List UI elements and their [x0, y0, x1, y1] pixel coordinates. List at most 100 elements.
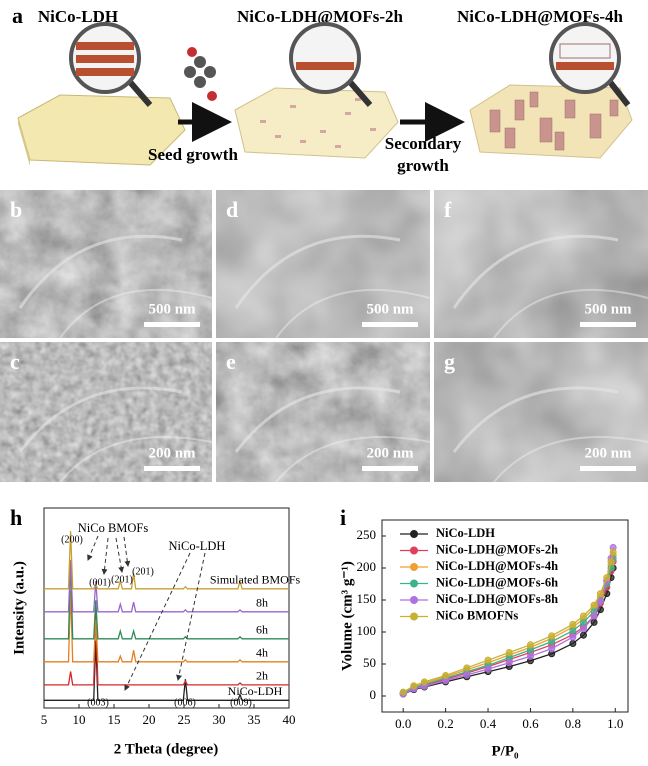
- sem-image: [216, 190, 430, 338]
- data-point: [569, 640, 577, 648]
- annotation-arrow: [101, 537, 109, 575]
- stage-title: NiCo-LDH@MOFs-4h: [457, 7, 624, 26]
- flake-edge: [234, 386, 401, 453]
- sem-image: [0, 342, 212, 482]
- data-point: [420, 678, 428, 686]
- y-tick-label: 200: [357, 559, 377, 574]
- series-line: [44, 611, 289, 686]
- linker-molecule: [184, 47, 217, 101]
- chart: h 2 Theta (degree) Intensity (a.u.) 5 10 15 20…: [10, 505, 300, 757]
- annotation: (201): [111, 574, 133, 585]
- annotation: NiCo BMOFs: [78, 521, 149, 535]
- data-point: [590, 618, 598, 626]
- scale-bar-label: 500 nm: [584, 301, 632, 317]
- legend-marker: [410, 596, 418, 604]
- scale-bar-label: 500 nm: [148, 301, 196, 317]
- x-tick-label: 0.8: [565, 716, 581, 731]
- seed-crystals: [260, 98, 376, 148]
- legend-marker: [410, 546, 418, 555]
- data-point: [569, 620, 577, 628]
- annotation: (006): [174, 697, 196, 708]
- x-tick-label: 1.0: [607, 716, 623, 731]
- series-line: [44, 640, 289, 701]
- series-line: [44, 590, 289, 663]
- series-line: [44, 559, 289, 613]
- flake-edge: [59, 288, 213, 339]
- series-line: [402, 547, 614, 695]
- series-label: 2h: [256, 669, 268, 683]
- annotation-arrow: [87, 535, 99, 561]
- legend-entry: NiCo-LDH@MOFs-8h: [436, 592, 558, 606]
- y-tick-label: 250: [357, 527, 377, 542]
- flake-edge: [275, 288, 431, 339]
- micrograph: b 500 nm: [0, 190, 213, 339]
- x-tick-label: 10: [73, 712, 86, 727]
- series-line: [44, 531, 289, 590]
- annotation: (003): [87, 697, 109, 708]
- x-tick-label: 35: [248, 712, 261, 727]
- annotation: NiCo-LDH: [169, 539, 226, 553]
- panel-label: b: [10, 197, 22, 222]
- series-label: Simulated BMOFs: [210, 573, 301, 587]
- micrograph: f 500 nm: [434, 190, 648, 339]
- panel-label: g: [444, 349, 455, 374]
- scale-bar: [362, 322, 418, 327]
- data-point: [399, 688, 407, 696]
- data-point: [569, 627, 577, 635]
- x-tick-label: 0.6: [522, 716, 539, 731]
- flake-edge: [234, 234, 401, 309]
- panel-label: d: [226, 197, 238, 222]
- x-tick-label: 0.4: [480, 716, 497, 731]
- y-tick-label: 100: [357, 623, 377, 638]
- x-tick-label: 30: [213, 712, 226, 727]
- micrograph: e 200 nm: [216, 342, 431, 483]
- panel-label: a: [12, 3, 23, 28]
- flake-edge: [452, 234, 619, 309]
- data-point: [590, 601, 598, 609]
- series-line: [402, 551, 614, 693]
- x-tick-label: 40: [283, 712, 296, 727]
- plot-frame: [43, 507, 290, 709]
- y-tick-label: 150: [357, 591, 377, 606]
- scale-bar-label: 200 nm: [366, 445, 414, 461]
- data-point: [607, 558, 615, 566]
- legend-marker: [410, 612, 418, 621]
- sem-image: [434, 190, 648, 338]
- legend-marker: [410, 563, 418, 571]
- data-point: [505, 648, 513, 656]
- step-label: Seed growth: [148, 145, 238, 164]
- charts: h 2 Theta (degree) Intensity (a.u.) 5 10 15 20…: [10, 505, 629, 759]
- flake-edge: [18, 234, 183, 309]
- series-line: [402, 561, 614, 694]
- legend-entry: NiCo-LDH: [436, 526, 495, 540]
- plate: [234, 87, 399, 159]
- x-tick-label: 20: [143, 712, 156, 727]
- annotation: (001): [89, 577, 111, 588]
- panel-label: h: [10, 505, 22, 530]
- scale-bar-label: 200 nm: [584, 445, 632, 461]
- legend-marker: [410, 579, 418, 588]
- x-tick-label: 0.0: [395, 716, 411, 731]
- series-label: NiCo-LDH: [228, 684, 283, 698]
- step-label: Secondary: [385, 134, 462, 153]
- flake-edge: [493, 436, 648, 483]
- scale-bar: [144, 322, 200, 327]
- data-point: [526, 641, 534, 649]
- scale-bar-label: 200 nm: [148, 445, 196, 461]
- flake-edge: [275, 436, 431, 483]
- data-point: [579, 625, 587, 633]
- mof-crystals: [489, 91, 619, 151]
- annotation-arrow: [176, 552, 206, 681]
- stage-title: NiCo-LDH: [38, 7, 118, 26]
- micrographs: b 500 nm d 500 nm f 500 nm c 200 nm e 200 nm g 200 …: [0, 190, 648, 483]
- legend-entry: NiCo-LDH@MOFs-4h: [436, 559, 558, 573]
- flake-edge: [493, 288, 648, 339]
- scale-bar: [144, 466, 200, 471]
- y-axis-label: Intensity (a.u.): [11, 561, 27, 655]
- y-axis-label: Volume (cm³ g⁻¹): [339, 561, 355, 671]
- data-point: [484, 665, 492, 673]
- data-point: [596, 597, 604, 605]
- data-point: [609, 548, 617, 556]
- plate-edge: [18, 118, 30, 166]
